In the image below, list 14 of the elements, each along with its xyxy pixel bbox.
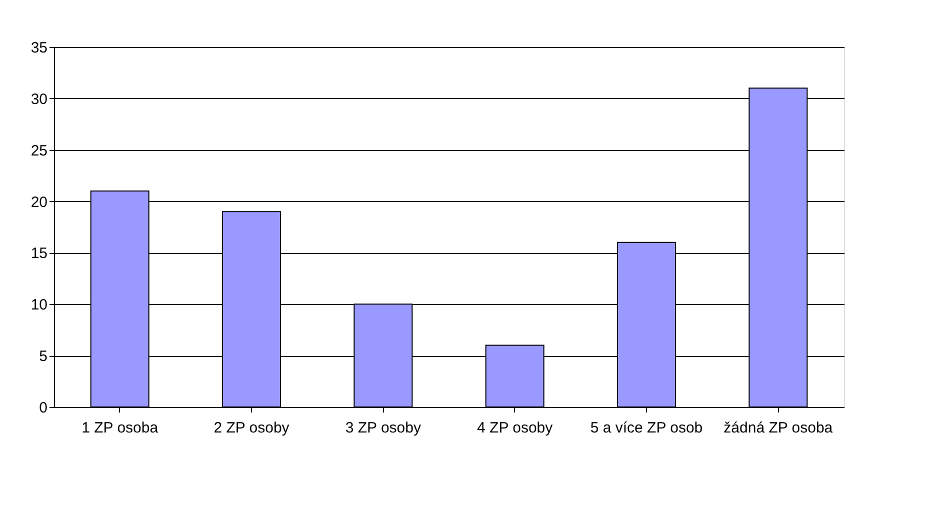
y-tick-label: 0	[39, 400, 48, 416]
y-tick-label: 20	[30, 194, 48, 211]
y-tick-label: 15	[30, 245, 48, 262]
x-tick-label: žádná ZP osoba	[724, 420, 834, 436]
x-tick-label: 3 ZP osoby	[345, 420, 422, 436]
y-tick-label: 25	[30, 142, 48, 160]
x-tick-label: 5 a více ZP osob	[590, 420, 703, 436]
x-tick-label: 4 ZP osoby	[477, 420, 554, 436]
y-tick-label: 10	[30, 296, 48, 314]
x-tick-label: 1 ZP osoba	[82, 420, 159, 436]
y-tick-label: 5	[39, 348, 48, 366]
y-tick-label: 30	[30, 90, 48, 108]
y-tick-label: 35	[30, 40, 48, 56]
x-tick-label: 2 ZP osoby	[214, 420, 290, 436]
